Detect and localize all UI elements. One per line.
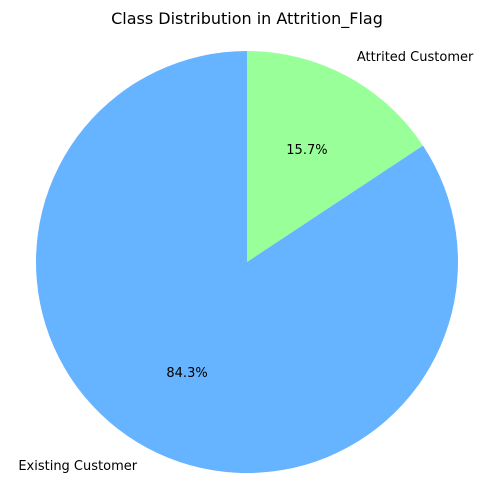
pie-pct-label-existing-customer: 84.3%: [166, 366, 207, 381]
pie-category-label-existing-customer: Existing Customer: [18, 459, 137, 474]
chart-title: Class Distribution in Attrition_Flag: [111, 9, 383, 29]
pie-slice-existing-customer: [35, 51, 459, 473]
pie-slices: [35, 51, 459, 473]
pie-pct-label-attrited-customer: 15.7%: [286, 143, 327, 158]
pie-slice-attrited-customer: [247, 51, 423, 262]
pie-category-label-attrited-customer: Attrited Customer: [357, 50, 474, 65]
pie-labels: 15.7% Attrited Customer 84.3% Existing Cust…: [18, 50, 474, 474]
